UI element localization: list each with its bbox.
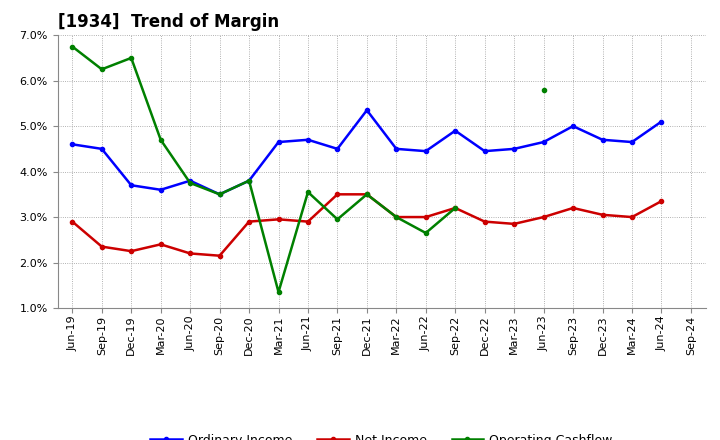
Text: [1934]  Trend of Margin: [1934] Trend of Margin [58, 13, 279, 31]
Operating Cashflow [186, 180, 194, 186]
Ordinary Income [363, 107, 372, 113]
Net Income [156, 242, 165, 247]
Net Income [451, 205, 459, 211]
Ordinary Income [598, 137, 607, 143]
Net Income [333, 192, 342, 197]
Net Income [510, 221, 518, 227]
Operating Cashflow [68, 44, 76, 49]
Ordinary Income [510, 146, 518, 151]
Operating Cashflow [333, 216, 342, 222]
Net Income [97, 244, 106, 249]
Net Income [215, 253, 224, 258]
Net Income [68, 219, 76, 224]
Net Income [480, 219, 489, 224]
Net Income [392, 214, 400, 220]
Net Income [539, 214, 548, 220]
Net Income [186, 251, 194, 256]
Operating Cashflow [392, 214, 400, 220]
Ordinary Income [156, 187, 165, 192]
Net Income [274, 216, 283, 222]
Ordinary Income [451, 128, 459, 133]
Operating Cashflow [274, 290, 283, 295]
Operating Cashflow [451, 205, 459, 211]
Operating Cashflow [215, 192, 224, 197]
Operating Cashflow [127, 55, 135, 61]
Net Income [245, 219, 253, 224]
Net Income [569, 205, 577, 211]
Net Income [304, 219, 312, 224]
Line: Ordinary Income: Ordinary Income [71, 108, 664, 196]
Net Income [363, 192, 372, 197]
Ordinary Income [569, 124, 577, 129]
Ordinary Income [304, 137, 312, 143]
Operating Cashflow [363, 192, 372, 197]
Legend: Ordinary Income, Net Income, Operating Cashflow: Ordinary Income, Net Income, Operating C… [145, 429, 618, 440]
Operating Cashflow [421, 230, 430, 235]
Ordinary Income [333, 146, 342, 151]
Ordinary Income [392, 146, 400, 151]
Net Income [127, 249, 135, 254]
Line: Operating Cashflow: Operating Cashflow [71, 44, 457, 294]
Ordinary Income [657, 119, 666, 124]
Ordinary Income [68, 142, 76, 147]
Operating Cashflow [156, 137, 165, 143]
Ordinary Income [186, 178, 194, 183]
Ordinary Income [245, 178, 253, 183]
Ordinary Income [539, 139, 548, 145]
Ordinary Income [421, 149, 430, 154]
Operating Cashflow [304, 189, 312, 194]
Operating Cashflow [245, 178, 253, 183]
Net Income [598, 212, 607, 217]
Ordinary Income [97, 146, 106, 151]
Ordinary Income [215, 192, 224, 197]
Ordinary Income [274, 139, 283, 145]
Net Income [421, 214, 430, 220]
Ordinary Income [480, 149, 489, 154]
Net Income [657, 198, 666, 204]
Ordinary Income [127, 183, 135, 188]
Line: Net Income: Net Income [71, 192, 664, 258]
Ordinary Income [628, 139, 636, 145]
Net Income [628, 214, 636, 220]
Operating Cashflow [97, 66, 106, 72]
